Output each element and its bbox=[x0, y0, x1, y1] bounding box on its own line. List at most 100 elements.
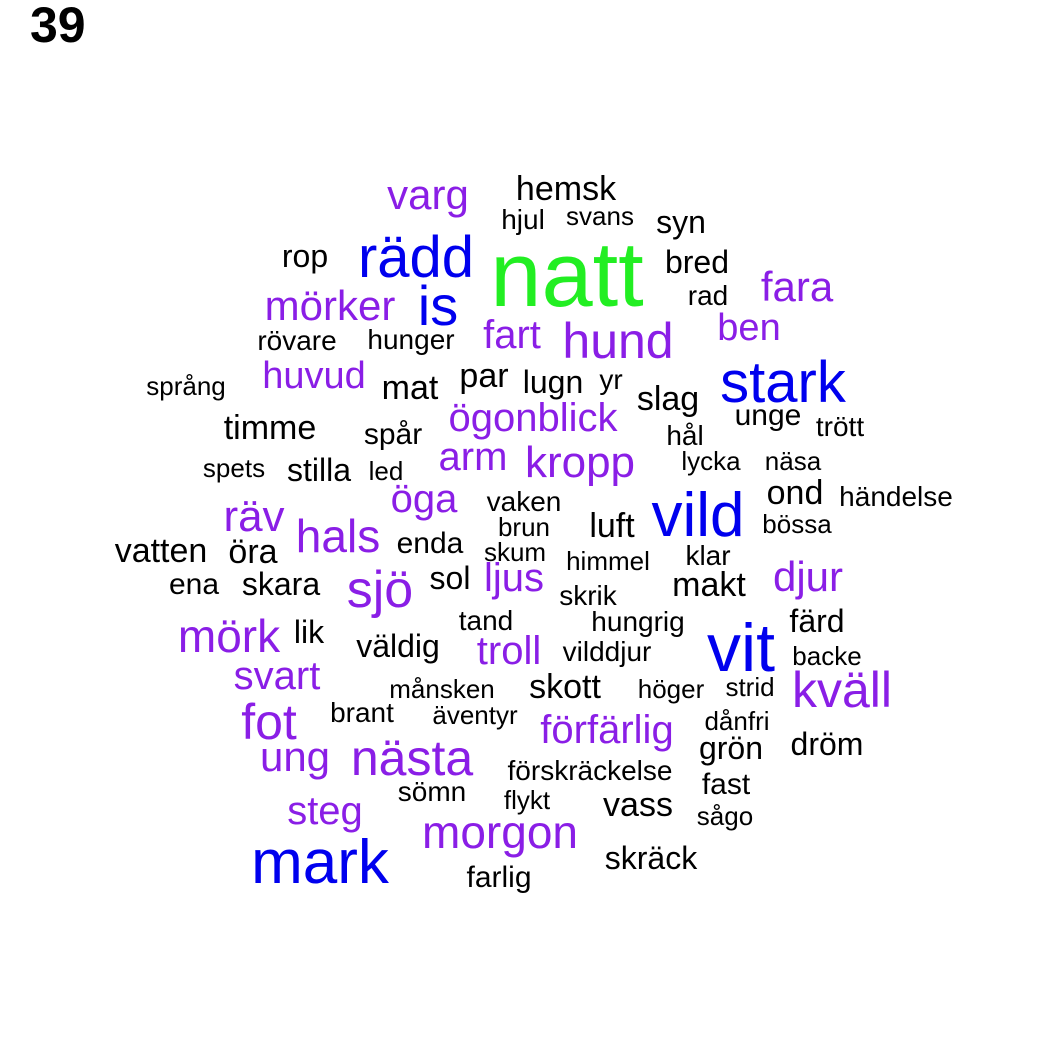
word-sago: sågo bbox=[696, 801, 754, 831]
word-rovare: rövare bbox=[257, 325, 337, 356]
word-fard: färd bbox=[789, 603, 845, 639]
word-ond: ond bbox=[766, 474, 824, 512]
word-hjul: hjul bbox=[501, 204, 545, 235]
word-vilddjur: vilddjur bbox=[562, 636, 652, 667]
word-fara: fara bbox=[760, 263, 834, 310]
word-nasta: nästa bbox=[350, 730, 474, 786]
word-hunger: hunger bbox=[367, 324, 455, 355]
word-strid: strid bbox=[725, 672, 775, 702]
word-mat: mat bbox=[381, 369, 439, 407]
word-lugn: lugn bbox=[522, 364, 584, 400]
word-ljus: ljus bbox=[483, 556, 545, 600]
word-vit: vit bbox=[707, 610, 775, 686]
word-steg: steg bbox=[287, 789, 363, 833]
word-klar: klar bbox=[685, 540, 731, 571]
word-backe: backe bbox=[792, 641, 862, 671]
word-morker: mörker bbox=[264, 282, 396, 329]
word-skara: skara bbox=[241, 566, 321, 602]
word-kropp: kropp bbox=[524, 438, 636, 487]
word-rad: rad bbox=[687, 280, 729, 311]
word-svart: svart bbox=[233, 654, 321, 698]
word-flykt: flykt bbox=[503, 785, 551, 815]
word-skott: skott bbox=[529, 668, 601, 706]
word-led: led bbox=[368, 456, 404, 486]
word-luft: luft bbox=[589, 507, 635, 545]
word-yr: yr bbox=[599, 364, 623, 395]
word-ben: ben bbox=[717, 307, 781, 349]
word-vatten: vatten bbox=[114, 532, 208, 570]
word-vild: vild bbox=[651, 481, 745, 550]
word-skum: skum bbox=[483, 537, 547, 567]
word-huvud: huvud bbox=[262, 355, 366, 397]
word-tand: tand bbox=[458, 605, 514, 636]
word-bred: bred bbox=[664, 244, 730, 280]
word-nasa: näsa bbox=[764, 446, 822, 476]
word-himmel: himmel bbox=[566, 546, 650, 576]
word-danfri: dånfri bbox=[704, 706, 770, 736]
word-stark: stark bbox=[720, 350, 846, 415]
word-lycka: lycka bbox=[681, 446, 741, 476]
page-number: 39 bbox=[30, 0, 86, 53]
word-fast: fast bbox=[701, 768, 751, 801]
word-somn: sömn bbox=[397, 776, 467, 807]
word-bossa: bössa bbox=[762, 509, 832, 539]
word-mansken: månsken bbox=[389, 674, 495, 704]
word-hemsk: hemsk bbox=[515, 170, 617, 208]
word-gron: grön bbox=[698, 730, 764, 766]
word-ena: ena bbox=[168, 568, 220, 601]
word-hund: hund bbox=[562, 313, 674, 369]
word-ung: ung bbox=[259, 733, 331, 780]
word-drom: dröm bbox=[790, 726, 864, 762]
word-farlig: farlig bbox=[466, 861, 532, 894]
word-ogonblick: ögonblick bbox=[448, 396, 618, 440]
word-spar: spår bbox=[363, 418, 423, 451]
word-spets: spets bbox=[202, 453, 266, 483]
word-oga: öga bbox=[390, 477, 458, 521]
word-makt: makt bbox=[672, 566, 746, 604]
word-valdig: väldig bbox=[356, 628, 440, 664]
word-fot: fot bbox=[241, 694, 297, 750]
word-sprang: språng bbox=[146, 371, 226, 401]
word-natt: natt bbox=[490, 224, 644, 326]
word-hals: hals bbox=[295, 510, 381, 562]
word-djur: djur bbox=[772, 553, 844, 600]
word-hungrig: hungrig bbox=[591, 606, 685, 637]
word-enda: enda bbox=[396, 527, 464, 560]
word-slag: slag bbox=[636, 380, 700, 418]
word-vass: vass bbox=[603, 786, 673, 824]
word-sol: sol bbox=[429, 560, 471, 596]
word-forskrackelse: förskräckelse bbox=[507, 755, 673, 786]
word-ora: öra bbox=[228, 533, 278, 571]
word-sjo: sjö bbox=[346, 561, 414, 619]
word-rop: rop bbox=[281, 238, 329, 274]
word-syn: syn bbox=[656, 204, 706, 240]
word-forfarlig: förfärlig bbox=[540, 708, 674, 752]
word-kvall: kväll bbox=[791, 662, 893, 718]
word-mork: mörk bbox=[177, 610, 281, 662]
word-arm: arm bbox=[438, 435, 508, 479]
word-unge: unge bbox=[734, 399, 802, 432]
word-is: is bbox=[417, 274, 459, 337]
word-varg: varg bbox=[387, 171, 469, 218]
word-skrik: skrik bbox=[559, 580, 617, 611]
word-morgon: morgon bbox=[422, 806, 578, 858]
word-mark: mark bbox=[251, 828, 389, 897]
word-hal: hål bbox=[666, 420, 704, 451]
word-brant: brant bbox=[330, 697, 394, 728]
word-brun: brun bbox=[497, 512, 551, 542]
word-trott: trött bbox=[815, 411, 865, 442]
word-lik: lik bbox=[293, 614, 325, 650]
word-skrack: skräck bbox=[604, 840, 698, 876]
word-timme: timme bbox=[223, 409, 317, 447]
word-svans: svans bbox=[566, 201, 634, 231]
word-par: par bbox=[459, 357, 509, 395]
word-vaken: vaken bbox=[486, 486, 562, 517]
word-rav: räv bbox=[223, 492, 285, 541]
word-stilla: stilla bbox=[286, 452, 352, 488]
word-handelse: händelse bbox=[839, 481, 953, 512]
word-aventyr: äventyr bbox=[432, 700, 518, 730]
word-troll: troll bbox=[476, 629, 542, 673]
word-hoger: höger bbox=[637, 674, 705, 704]
